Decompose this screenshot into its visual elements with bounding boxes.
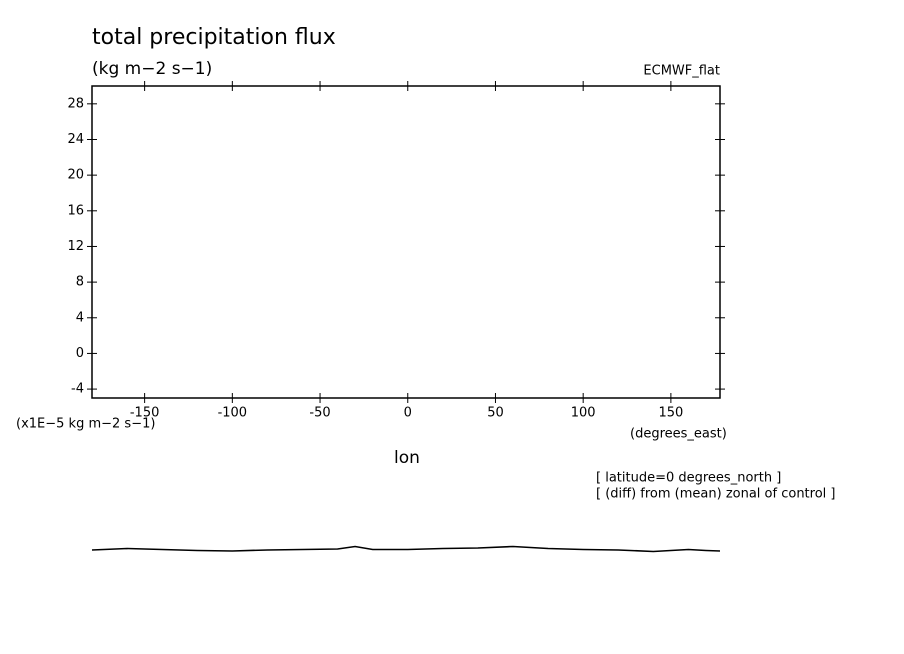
x-tick-label: 150: [658, 406, 683, 421]
source-label: ECMWF_flat: [643, 64, 720, 79]
x-tick-label: -150: [130, 406, 160, 421]
y-tick-label: -4: [71, 382, 84, 397]
y-tick-label: 24: [67, 132, 84, 147]
x-unit-label: (degrees_east): [630, 427, 727, 442]
data-line: [91, 545, 721, 553]
x-tick-label: 0: [404, 406, 412, 421]
y-tick-label: 20: [67, 168, 84, 183]
x-tick-label: -100: [218, 406, 248, 421]
y-unit-label: (x1E−5 kg m−2 s−1): [16, 417, 155, 432]
y-tick-label: 12: [67, 239, 84, 254]
chart-subtitle: (kg m−2 s−1): [92, 59, 212, 79]
y-tick-label: 28: [67, 96, 84, 111]
x-axis-label: lon: [394, 448, 420, 468]
annotation: [ (diff) from (mean) zonal of control ]: [596, 487, 835, 502]
y-tick-label: 4: [76, 310, 84, 325]
plot-frame: [91, 85, 721, 399]
y-tick-label: 16: [67, 203, 84, 218]
y-tick-label: 8: [76, 275, 84, 290]
x-tick-label: 50: [487, 406, 504, 421]
x-tick-label: 100: [571, 406, 596, 421]
y-tick-label: 0: [76, 346, 84, 361]
annotation: [ latitude=0 degrees_north ]: [596, 471, 781, 486]
chart-title: total precipitation flux: [92, 25, 336, 50]
x-tick-label: -50: [309, 406, 330, 421]
